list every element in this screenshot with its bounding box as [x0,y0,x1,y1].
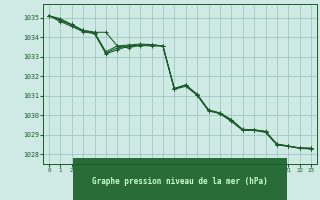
X-axis label: Graphe pression niveau de la mer (hPa): Graphe pression niveau de la mer (hPa) [92,177,268,186]
